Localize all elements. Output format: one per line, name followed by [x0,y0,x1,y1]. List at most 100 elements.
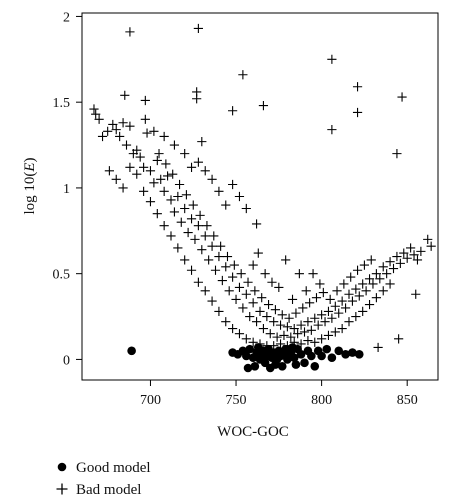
bad-model-point [162,171,173,181]
good-model-point [300,358,309,368]
bad-model-point [169,207,180,217]
bad-model-point [216,241,226,251]
bad-model-point [305,298,315,308]
bad-model-point [180,255,190,265]
bad-model-point [161,159,171,169]
bad-model-point [241,203,251,214]
good-model-point [245,344,255,354]
good-model-point [291,360,301,369]
bad-model-point [156,174,166,184]
bad-model-point [397,92,407,102]
legend-bad-marker [56,483,68,495]
bad-model-point [337,323,347,334]
bad-model-point [115,131,125,142]
bad-model-point [238,303,248,313]
bad-model-point [399,248,409,258]
bad-model-point [351,311,361,322]
bad-model-point [282,322,292,332]
good-model-point [327,353,337,363]
bad-model-point [207,296,217,306]
bad-model-point [291,308,301,318]
bad-model-point [260,269,270,279]
bad-model-point [139,186,149,196]
y-axis-title-prefix: log 10( [22,172,38,215]
bad-model-point [332,286,342,296]
bad-model-point [139,162,149,172]
bad-model-point [125,121,135,131]
bad-model-point [318,287,328,298]
bad-model-point [385,257,395,267]
bad-model-point [248,337,258,347]
good-model-point [310,361,320,371]
bad-model-point [364,299,375,310]
bad-model-point [132,145,142,155]
bad-model-point [142,128,152,138]
bad-model-point [248,260,258,270]
bad-model-point [258,101,269,111]
bad-model-point [294,269,304,279]
bad-model-point [371,269,381,279]
bad-model-point [221,200,231,210]
bad-model-point [394,334,404,344]
plot-border [81,12,439,381]
good-model-point [296,349,306,359]
bad-model-point [209,231,219,241]
bad-model-point [181,190,192,200]
bad-model-point [159,186,169,196]
good-model-point [283,355,292,364]
bad-model-point [210,265,221,275]
bad-model-point [228,272,238,282]
bad-model-point [118,118,128,128]
bad-model-point [323,306,334,317]
bad-model-point [190,234,200,244]
bad-model-point [303,335,313,346]
bad-model-point [327,313,337,323]
bad-model-point [281,255,291,265]
bad-model-point [388,263,399,274]
bad-model-point [253,248,263,258]
bad-model-point [274,282,284,292]
bad-model-point [217,275,227,286]
bad-model-point [308,269,318,279]
bad-model-point [248,298,258,308]
good-model-point [341,349,350,359]
y-axis-title-variable: E [22,162,38,172]
bad-model-point [89,104,99,114]
bad-model-point [169,140,180,150]
good-model-point [242,351,251,361]
bad-model-point [337,296,347,306]
bad-model-point [269,317,279,327]
bad-model-point [371,293,381,303]
bad-model-point [423,234,433,244]
bad-model-point [228,179,238,190]
bad-model-point [373,342,383,353]
bad-model-point [409,250,419,260]
bad-model-point [159,221,169,231]
bad-model-point [378,262,388,272]
x-tick-label: 700 [140,393,161,408]
bad-model-point [231,294,241,304]
y-axis-title: log 10(E) [22,157,38,214]
bad-model-point [358,306,368,317]
bad-model-point [238,70,248,80]
bad-model-point [234,282,245,292]
bad-model-point [344,317,354,327]
bad-model-point [229,260,239,270]
bad-model-point [234,329,245,339]
bad-model-point [195,210,205,220]
bad-model-point [200,286,210,296]
bad-model-point [366,255,376,265]
y-tick-label: 2 [63,10,70,25]
bad-model-point [267,277,277,287]
bad-model-point [145,166,156,176]
bad-model-point [118,183,128,193]
bad-model-point [347,296,358,306]
x-axis-title: WOC-GOC [217,424,289,440]
bad-model-series [89,23,436,353]
bad-model-point [243,277,253,287]
y-axis: 0 0.5 1 1.5 2 [53,10,82,368]
bad-model-point [375,274,385,284]
y-tick-label: 1 [63,182,70,197]
bad-model-point [306,325,316,335]
x-axis: 700 750 800 850 [140,380,418,408]
